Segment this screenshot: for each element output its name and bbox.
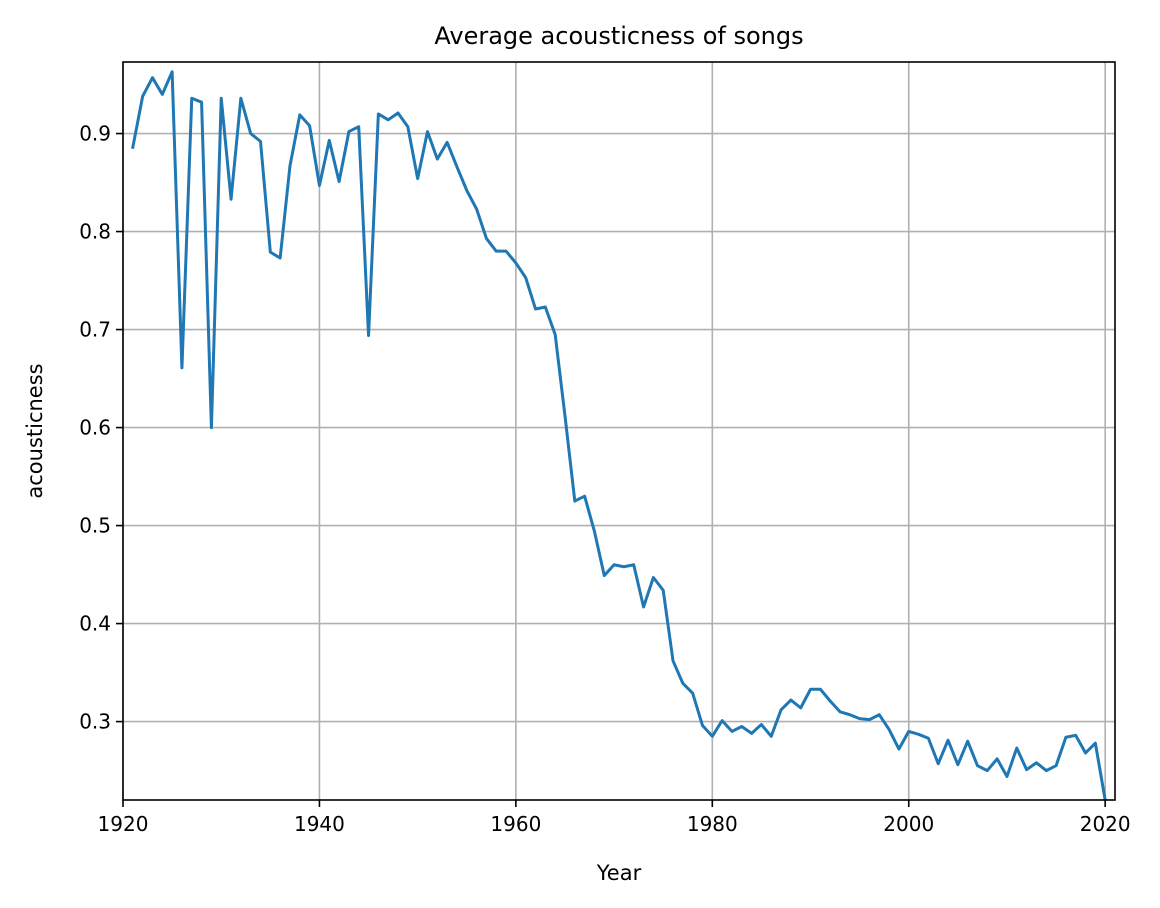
x-tick-label: 1920 (98, 812, 149, 836)
y-tick-label: 0.5 (79, 514, 111, 538)
x-tick-label: 2020 (1080, 812, 1131, 836)
x-tick-label: 1940 (294, 812, 345, 836)
grid-layer (122, 62, 1115, 800)
series-layer (131, 70, 1107, 800)
y-tick-label: 0.6 (79, 416, 111, 440)
y-tick-label: 0.7 (79, 318, 111, 342)
x-axis-label: Year (596, 861, 642, 885)
y-tick-label: 0.4 (79, 612, 111, 636)
y-tick-label: 0.8 (79, 220, 111, 244)
y-tick-label: 0.9 (79, 122, 111, 146)
x-tick-label: 1980 (687, 812, 738, 836)
acousticness-series-line (131, 70, 1107, 800)
ticks-layer: 1920 1940 1960 1980 2000 2020 0.3 0.4 0.5 0.6 0.7 0… (79, 122, 1130, 836)
x-tick-label: 2000 (883, 812, 934, 836)
y-tick-label: 0.3 (79, 710, 111, 734)
chart-title: Average acousticness of songs (434, 22, 803, 50)
y-axis-label: acousticness (23, 363, 47, 498)
plot-frame (122, 61, 1116, 801)
x-tick-label: 1960 (490, 812, 541, 836)
